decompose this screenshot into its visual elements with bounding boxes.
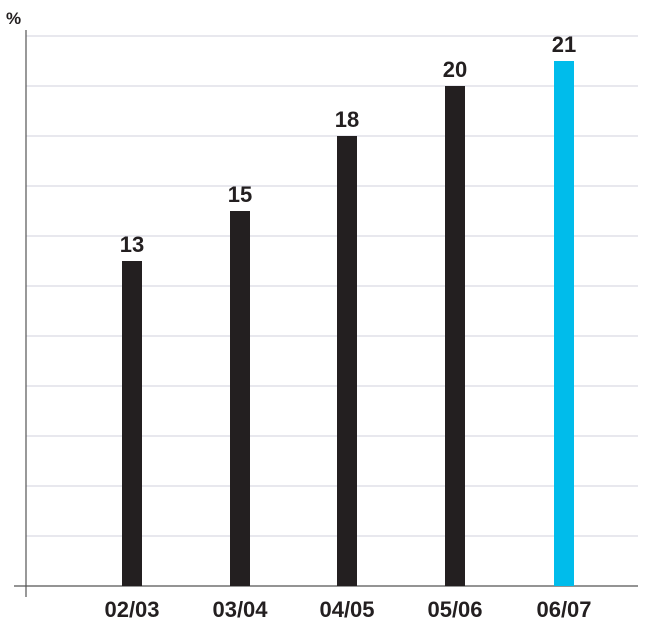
bar-02-03 bbox=[122, 261, 142, 586]
data-label: 21 bbox=[552, 32, 576, 57]
data-label: 20 bbox=[443, 57, 467, 82]
x-tick-label: 03/04 bbox=[212, 597, 268, 620]
x-tick-label: 02/03 bbox=[104, 597, 159, 620]
bar-06-07 bbox=[554, 61, 574, 586]
x-tick-labels: 02/03 03/04 04/05 05/06 06/07 bbox=[104, 597, 591, 620]
bar-05-06 bbox=[445, 86, 465, 586]
bars bbox=[122, 61, 574, 586]
x-tick-label: 05/06 bbox=[427, 597, 482, 620]
bar-04-05 bbox=[337, 136, 357, 586]
data-label: 13 bbox=[120, 232, 144, 257]
data-labels: 13 15 18 20 21 bbox=[120, 32, 576, 257]
x-tick-label: 04/05 bbox=[319, 597, 374, 620]
grid-lines bbox=[26, 35, 638, 537]
data-label: 15 bbox=[228, 182, 252, 207]
data-label: 18 bbox=[335, 107, 359, 132]
y-axis-label: % bbox=[6, 9, 21, 28]
x-tick-label: 06/07 bbox=[536, 597, 591, 620]
bar-03-04 bbox=[230, 211, 250, 586]
axes bbox=[14, 30, 638, 597]
